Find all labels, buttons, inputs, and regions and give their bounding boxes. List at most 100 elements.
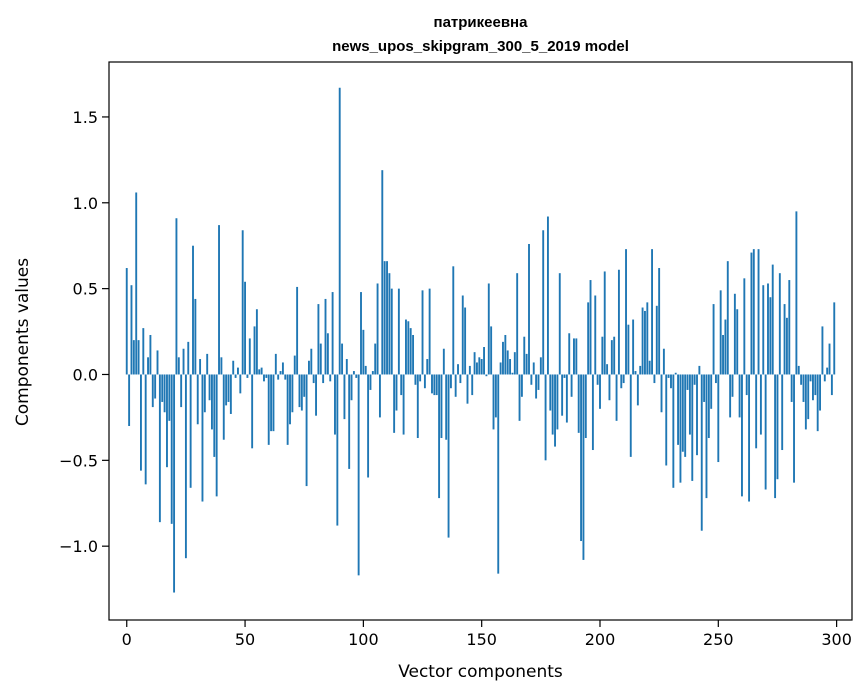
bar — [182, 348, 185, 375]
bar — [620, 374, 623, 389]
bar — [769, 297, 772, 375]
bar — [554, 374, 556, 447]
bar — [426, 359, 429, 375]
bar — [596, 374, 599, 385]
bar — [644, 310, 646, 375]
bar — [334, 374, 336, 435]
bar — [300, 374, 303, 411]
x-tick-label: 100 — [348, 630, 379, 649]
bar — [610, 340, 613, 375]
bar — [438, 374, 441, 499]
bar — [705, 374, 708, 499]
bar — [833, 302, 836, 375]
bar — [582, 374, 585, 560]
bar — [310, 348, 313, 375]
bar — [390, 288, 393, 375]
bar — [677, 374, 680, 445]
bar — [575, 338, 578, 375]
bar — [710, 374, 713, 409]
bar — [487, 283, 490, 375]
bar — [679, 374, 682, 483]
bar — [494, 374, 497, 418]
bar — [244, 281, 246, 375]
bar — [613, 336, 616, 375]
bar — [149, 334, 152, 375]
bar — [504, 334, 507, 375]
bar — [589, 280, 592, 375]
bar — [667, 374, 670, 378]
bar — [788, 280, 791, 375]
bar — [355, 374, 358, 378]
bar — [632, 319, 635, 375]
bar — [468, 365, 471, 375]
bar — [147, 357, 149, 375]
bar — [378, 374, 381, 418]
bar — [662, 348, 665, 375]
bar — [371, 371, 374, 375]
bar — [393, 374, 396, 433]
bar — [608, 374, 611, 401]
bar — [315, 374, 317, 416]
bar — [201, 374, 204, 502]
bar — [142, 328, 145, 375]
bar — [726, 261, 729, 375]
bar — [625, 249, 627, 375]
bar — [428, 288, 431, 375]
bar — [277, 374, 280, 380]
bar — [423, 374, 426, 389]
bar — [528, 243, 530, 375]
bar — [492, 374, 495, 430]
bar — [781, 374, 784, 451]
bar — [319, 343, 322, 375]
bar — [603, 271, 606, 375]
bar — [617, 269, 620, 375]
x-axis-label: Vector components — [398, 662, 563, 682]
bar — [144, 374, 147, 485]
bar — [132, 340, 135, 375]
bar — [296, 286, 299, 375]
bar — [651, 249, 653, 375]
bar — [272, 374, 275, 432]
bar — [258, 369, 261, 375]
bar — [823, 374, 826, 382]
bar — [731, 374, 734, 397]
bar — [433, 374, 436, 396]
bar — [270, 374, 273, 432]
x-tick-label: 250 — [703, 630, 734, 649]
y-axis-label: Components values — [13, 258, 33, 426]
bar — [308, 360, 310, 375]
bar — [499, 362, 502, 375]
bar — [267, 374, 270, 445]
bar — [452, 266, 455, 375]
bar — [303, 374, 306, 397]
bar — [293, 355, 296, 375]
bar — [305, 374, 308, 487]
bar — [397, 288, 400, 375]
bar — [265, 374, 268, 378]
bar — [388, 273, 391, 375]
bar — [570, 374, 573, 397]
bar — [140, 374, 142, 471]
y-axis-ticks: −1.0 −0.5 0.0 0.5 1.0 1.5 — [59, 108, 109, 556]
bar — [816, 374, 819, 432]
bar — [532, 362, 535, 375]
bar — [778, 273, 781, 375]
x-tick-label: 300 — [821, 630, 852, 649]
bar — [696, 374, 698, 456]
bar — [686, 374, 689, 390]
bar — [239, 374, 242, 394]
bar — [166, 374, 168, 468]
bar — [177, 357, 180, 375]
bar — [561, 374, 564, 416]
bar — [568, 333, 571, 375]
bar — [485, 374, 488, 377]
bar — [405, 319, 407, 375]
bar — [464, 307, 467, 375]
bar — [707, 374, 710, 439]
bar — [648, 360, 651, 375]
bar — [804, 374, 807, 430]
bar — [542, 230, 545, 375]
chart-subtitle: news_upos_skipgram_300_5_2019 model — [332, 38, 629, 55]
bar — [130, 285, 133, 375]
bar — [729, 374, 732, 418]
